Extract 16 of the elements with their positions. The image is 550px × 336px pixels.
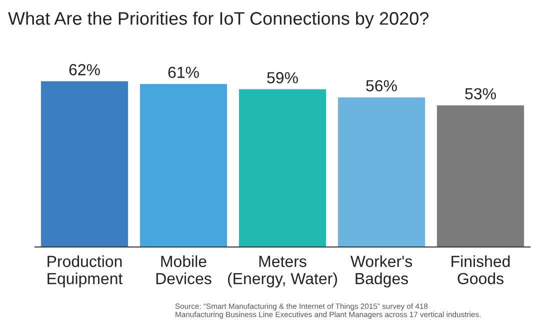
data-label: 53% [465,88,496,100]
data-label: 61% [168,66,199,78]
bar [338,97,426,247]
x-tick-label: Mobile Devices [156,255,212,284]
x-tick-label: Meters (Energy, Water) [228,256,337,288]
bar [238,89,326,247]
bar [140,84,228,247]
x-tick-label: Production Equipment [48,255,123,288]
bar [436,105,524,247]
data-label: 62% [69,64,100,76]
chart-title: What Are the Priorities for IoT Connections by 2020? [8,12,429,28]
x-tick-label: Finished Goods [452,255,510,284]
bar [40,81,128,247]
data-label: 59% [267,72,298,84]
data-label: 56% [366,80,397,92]
x-tick-label: Worker's Badges [350,255,412,288]
